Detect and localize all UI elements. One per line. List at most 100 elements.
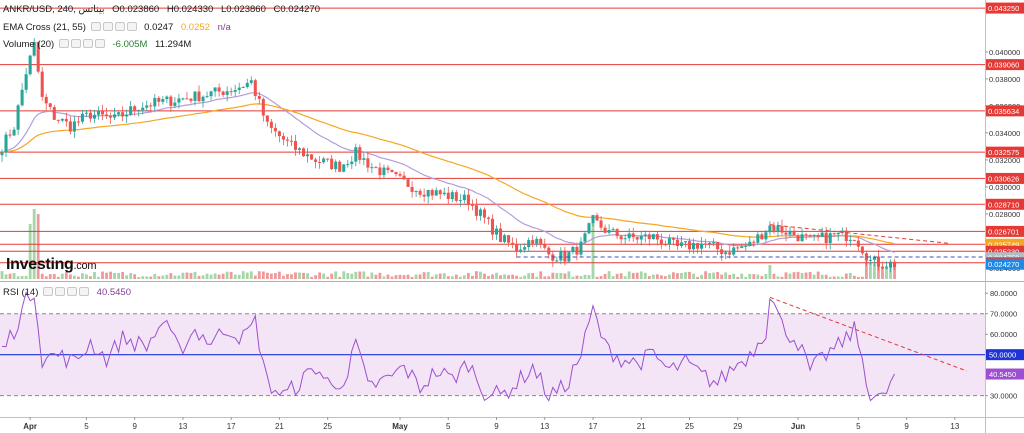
volume-bar [422,272,426,279]
candle-body [354,147,358,162]
candle-body [462,194,466,201]
volume-bar [105,272,108,279]
volume-bar [306,273,309,279]
level-label-bg [986,258,1024,270]
volume-bar [181,272,185,279]
candle-body [828,233,832,244]
volume-bar [603,273,607,279]
candle-body [450,192,454,200]
candle-body [490,218,495,235]
candle-body [165,96,169,100]
candle-body [121,112,125,117]
volume-bar [503,274,506,279]
volume-eye-button[interactable] [58,39,69,48]
volume-bar [278,271,281,279]
candle-body [133,106,137,111]
candle-body [527,240,531,248]
volume-bar [173,275,177,279]
volume-bar [0,271,4,279]
volume-bar [72,275,76,279]
candle-body [888,261,893,268]
volume-more-button[interactable] [94,39,105,48]
ema-settings-button[interactable] [102,22,113,31]
time-tick-label: 21 [637,422,646,431]
legend-symbol-row: ANKR/USD, 240, بيناتس O0.023860 H0.02433… [3,4,320,15]
candle-body [478,209,482,216]
volume-value-2: 11.294M [155,39,192,50]
volume-bar [390,276,394,279]
volume-bar [221,273,225,279]
candle-body [531,240,535,244]
candle-body [24,74,28,90]
candle-body [44,96,48,104]
time-tick-label: 5 [446,422,451,431]
volume-bar [860,276,864,279]
candle-body [716,242,720,250]
volume-bar [334,271,338,279]
candle-body [639,236,643,240]
candle-body [764,232,768,240]
rsi-more-button[interactable] [79,287,90,296]
candle-body [470,205,474,207]
rsi-close-button[interactable] [67,287,78,296]
candle-body [519,249,523,252]
rsi-settings-button[interactable] [55,287,66,296]
volume-bar [48,274,52,279]
volume-bar [611,276,615,279]
rsi-axis: 80.0000 70.0000 60.0000 30.0000 50.0000 40.54… [985,289,1024,401]
volume-bar [784,272,788,279]
volume-bar [563,273,567,279]
candle-body [559,251,563,261]
ema-label[interactable]: EMA Cross (21, 55) [3,22,86,33]
volume-bar [527,273,531,279]
volume-bar [394,275,398,279]
candle-body [386,167,390,171]
ema-more-button[interactable] [126,22,137,31]
ema-eye-button[interactable] [90,22,101,31]
candle-body [402,175,406,180]
volume-bar [832,276,836,279]
legend-ema-row: EMA Cross (21, 55) 0.0247 0.0252 n/a [3,22,231,33]
ema-close-button[interactable] [114,22,125,31]
candle-body [458,200,462,202]
candle-body [635,237,639,240]
symbol-label[interactable]: ANKR/USD, 240, بيناتس [3,4,105,15]
candle-body [185,98,189,100]
time-tick-label: 17 [589,422,598,431]
candle-body [245,82,249,88]
investing-logo: Investing.com [6,256,96,274]
volume-bar [310,276,313,279]
time-tick-label: 5 [84,422,89,431]
volume-bar [201,275,205,279]
level-label: 0.025749 [988,240,1019,249]
volume-bar [60,273,64,279]
candle-body [221,91,225,95]
volume-bar [708,273,712,279]
candle-body [105,114,109,116]
volume-bar [249,271,253,279]
volume-bar [213,273,217,279]
candle-body [728,252,732,255]
candle-body [394,172,398,175]
volume-close-button[interactable] [82,39,93,48]
rsi-label[interactable]: RSI (14) [3,287,39,298]
level-label-bg [986,105,1024,117]
volume-settings-button[interactable] [70,39,81,48]
candle-body [860,246,864,254]
volume-bar [752,274,756,279]
candle-body [615,229,619,237]
candle-body [575,246,579,255]
volume-bar [491,274,494,279]
candle-body [752,241,756,243]
volume-bar [479,271,482,279]
volume-bar [450,276,454,279]
candle-body [390,170,394,173]
volume-bar [44,276,48,279]
candle-body [804,234,808,236]
volume-label[interactable]: Volume (20) [3,39,55,50]
time-tick-label: Jun [791,422,805,431]
candle-body [40,71,44,97]
volume-bar [499,275,502,279]
rsi-eye-button[interactable] [43,287,54,296]
ohlc-close: C0.024270 [273,4,320,15]
